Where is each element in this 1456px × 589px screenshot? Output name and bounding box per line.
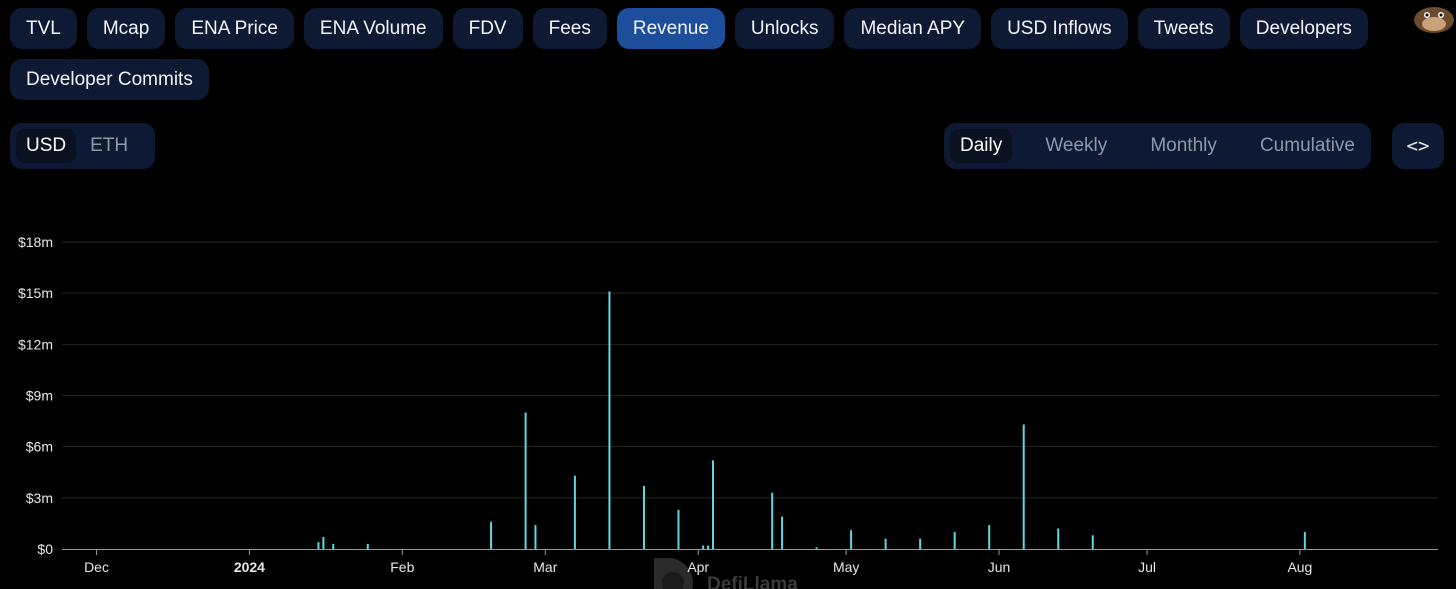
tab-unlocks[interactable]: Unlocks bbox=[734, 8, 835, 49]
y-tick-label: $15m bbox=[18, 285, 53, 301]
tab-median-apy[interactable]: Median APY bbox=[844, 8, 982, 49]
revenue-bar[interactable] bbox=[815, 547, 818, 549]
x-tick-label: 2024 bbox=[234, 559, 265, 575]
tab-tvl[interactable]: TVL bbox=[10, 8, 77, 49]
x-tick-label: Jul bbox=[1138, 559, 1156, 575]
code-icon: <> bbox=[1406, 135, 1430, 157]
metric-tab-bar: TVL Mcap ENA Price ENA Volume FDV Fees Revenue… bbox=[10, 8, 1390, 100]
revenue-bar[interactable] bbox=[322, 537, 325, 549]
x-tick-label: Dec bbox=[84, 559, 109, 575]
revenue-bar[interactable] bbox=[850, 530, 853, 549]
tab-usd-inflows[interactable]: USD Inflows bbox=[991, 8, 1128, 49]
tab-ena-price[interactable]: ENA Price bbox=[175, 8, 294, 49]
revenue-bar[interactable] bbox=[781, 516, 784, 549]
period-option-daily[interactable]: Daily bbox=[950, 129, 1013, 163]
tab-developer-commits[interactable]: Developer Commits bbox=[10, 59, 209, 100]
revenue-bar[interactable] bbox=[712, 460, 715, 549]
revenue-bar[interactable] bbox=[702, 545, 705, 549]
x-tick-label: Aug bbox=[1287, 559, 1312, 575]
currency-option-eth[interactable]: ETH bbox=[90, 135, 129, 156]
tab-tweets[interactable]: Tweets bbox=[1137, 8, 1230, 49]
revenue-chart: DefiLlama Dec 2024 Feb Mar Apr May Jun Jul Aug $… bbox=[18, 234, 1438, 589]
revenue-bar[interactable] bbox=[1057, 528, 1060, 549]
tab-developers[interactable]: Developers bbox=[1239, 8, 1368, 49]
y-tick-label: $12m bbox=[18, 336, 53, 352]
tab-mcap[interactable]: Mcap bbox=[86, 8, 166, 49]
y-tick-label: $18m bbox=[18, 234, 53, 250]
tab-fdv[interactable]: FDV bbox=[452, 8, 523, 49]
currency-option-usd[interactable]: USD bbox=[16, 129, 77, 163]
period-option-weekly[interactable]: Weekly bbox=[1045, 135, 1108, 156]
period-toggle: Daily Weekly Monthly Cumulative bbox=[944, 123, 1371, 169]
defillama-watermark: DefiLlama bbox=[654, 558, 798, 589]
y-tick-label: $3m bbox=[26, 490, 53, 506]
revenue-bar[interactable] bbox=[988, 525, 991, 549]
watermark-text: DefiLlama bbox=[707, 574, 798, 589]
revenue-bar[interactable] bbox=[1022, 424, 1025, 549]
revenue-bar[interactable] bbox=[642, 485, 645, 549]
revenue-bar[interactable] bbox=[534, 525, 537, 549]
revenue-bar[interactable] bbox=[1303, 531, 1306, 549]
revenue-bar[interactable] bbox=[771, 492, 774, 549]
revenue-bar[interactable] bbox=[332, 543, 335, 549]
embed-button[interactable]: <> bbox=[1392, 123, 1444, 169]
tab-ena-volume[interactable]: ENA Volume bbox=[303, 8, 443, 49]
x-tick-label: Feb bbox=[390, 559, 414, 575]
revenue-bar[interactable] bbox=[884, 538, 887, 549]
revenue-bar[interactable] bbox=[707, 545, 710, 549]
revenue-bar[interactable] bbox=[317, 542, 320, 549]
revenue-bar[interactable] bbox=[677, 509, 680, 549]
revenue-bar[interactable] bbox=[573, 475, 576, 549]
revenue-bar[interactable] bbox=[490, 521, 493, 549]
revenue-bar[interactable] bbox=[953, 531, 956, 549]
tab-revenue[interactable]: Revenue bbox=[616, 8, 725, 49]
period-option-monthly[interactable]: Monthly bbox=[1150, 135, 1217, 156]
x-tick-label: Apr bbox=[687, 559, 709, 575]
y-tick-label: $9m bbox=[26, 388, 53, 404]
revenue-bar[interactable] bbox=[608, 291, 611, 549]
y-tick-label: $6m bbox=[26, 439, 53, 455]
revenue-bar[interactable] bbox=[524, 412, 527, 549]
period-option-cumulative[interactable]: Cumulative bbox=[1259, 135, 1355, 156]
avatar[interactable] bbox=[1410, 0, 1456, 34]
x-tick-label: Jun bbox=[988, 559, 1011, 575]
tab-fees[interactable]: Fees bbox=[532, 8, 607, 49]
revenue-bar[interactable] bbox=[366, 543, 369, 549]
y-tick-label: $0 bbox=[37, 541, 53, 557]
revenue-bar[interactable] bbox=[1091, 535, 1094, 549]
x-tick-label: May bbox=[833, 559, 859, 575]
revenue-bar[interactable] bbox=[919, 538, 922, 549]
x-tick-label: Mar bbox=[533, 559, 557, 575]
currency-toggle: USD ETH bbox=[10, 123, 155, 169]
